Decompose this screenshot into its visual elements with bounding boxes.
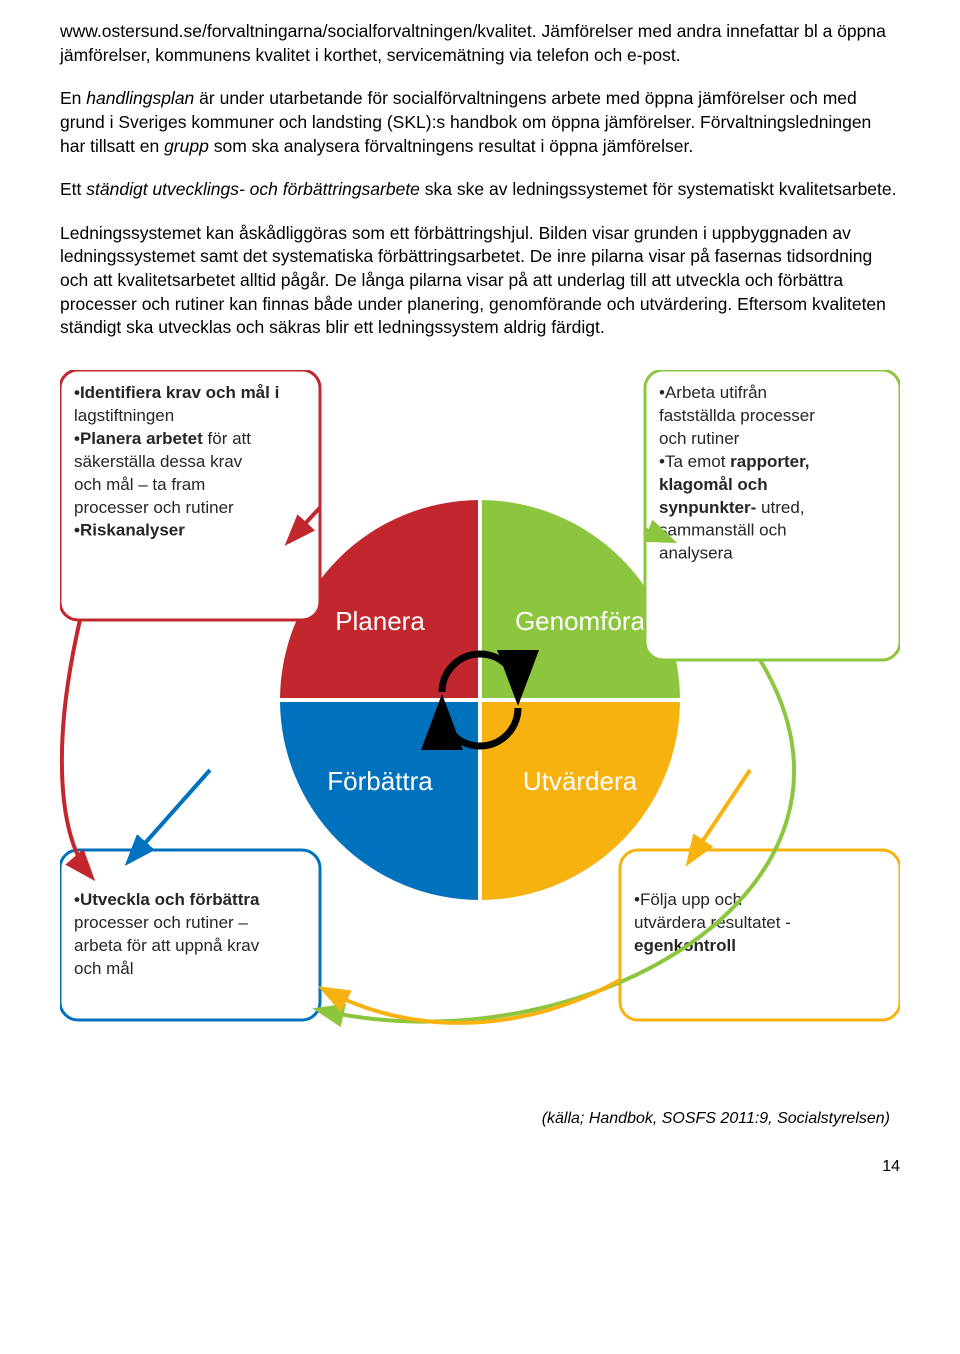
- planera-box-line: processer och rutiner: [74, 498, 234, 517]
- wheel-label-genomfora: Genomföra: [515, 606, 646, 636]
- forbattra-box-arrow: [130, 770, 210, 860]
- wheel-label-utvardera: Utvärdera: [523, 766, 638, 796]
- genomfora-box-line: fastställda processer: [659, 406, 815, 425]
- planera-box-line: •Riskanalyser: [74, 521, 185, 540]
- planera-box-line: lagstiftningen: [74, 406, 174, 425]
- genomfora-box-line: •Arbeta utifrån: [659, 383, 767, 402]
- genomfora-box-line: •Ta emot rapporter,: [659, 452, 810, 471]
- planera-box-line: •Planera arbetet för att: [74, 429, 251, 448]
- wheel-svg: Planera Genomföra Utvärdera Förbättra •Ident…: [60, 370, 900, 1070]
- genomfora-box-line: och rutiner: [659, 429, 740, 448]
- para-1: www.ostersund.se/forvaltningarna/socialf…: [60, 20, 900, 67]
- genomfora-box-line: analysera: [659, 544, 733, 563]
- genomfora-box-line: klagomål och: [659, 475, 768, 494]
- long-arrow-planera-to-forbattra: [62, 620, 90, 875]
- planera-box-line: och mål – ta fram: [74, 475, 205, 494]
- utvardera-box-arrow: [690, 770, 750, 860]
- genomfora-box-line: sammanställ och: [659, 521, 787, 540]
- page-number: 14: [60, 1158, 900, 1176]
- forbattra-box-line: arbeta för att uppnå krav: [74, 936, 260, 955]
- forbattra-box-line: •Utveckla och förbättra: [74, 890, 260, 909]
- wheel-label-planera: Planera: [335, 606, 425, 636]
- long-arrow-utvardera-to-forbattra: [325, 980, 620, 1023]
- planera-box-line: •Identifiera krav och mål i: [74, 383, 279, 402]
- genomfora-box-line: synpunkter- utred,: [659, 498, 805, 517]
- improvement-wheel-diagram: Planera Genomföra Utvärdera Förbättra •Ident…: [60, 370, 900, 1070]
- wheel-label-forbattra: Förbättra: [327, 766, 433, 796]
- forbattra-box-line: processer och rutiner –: [74, 913, 248, 932]
- utvardera-box-line: •Följa upp och: [634, 890, 742, 909]
- source-citation: (källa; Handbok, SOSFS 2011:9, Socialsty…: [60, 1110, 890, 1128]
- para-4: Ledningssystemet kan åskådliggöras som e…: [60, 222, 900, 340]
- planera-box-line: säkerställa dessa krav: [74, 452, 243, 471]
- forbattra-box-line: och mål: [74, 959, 134, 978]
- para-2: En handlingsplan är under utarbetande fö…: [60, 87, 900, 158]
- para-3: Ett ständigt utvecklings- och förbättrin…: [60, 178, 900, 202]
